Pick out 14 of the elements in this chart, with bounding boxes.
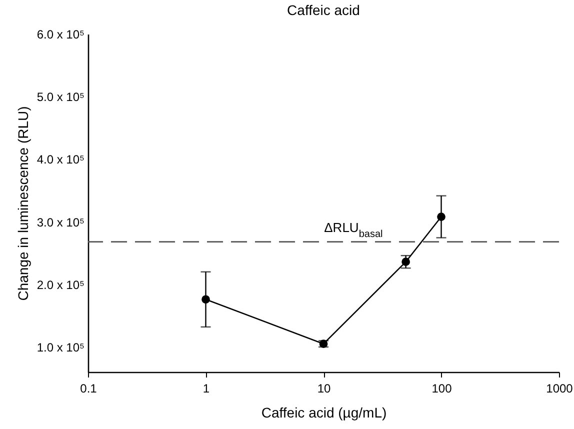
y-tick-label: 6.0 x 10⁵ bbox=[36, 28, 85, 42]
y-tick-label: 1.0 x 10⁵ bbox=[36, 340, 85, 354]
y-tick-label: 4.0 x 10⁵ bbox=[36, 152, 85, 167]
x-tick-label: 1 bbox=[202, 382, 210, 396]
chart-title: Caffeic acid bbox=[287, 2, 360, 18]
y-tick-label: 5.0 x 10⁵ bbox=[36, 90, 85, 104]
y-tick-label: 2.0 x 10⁵ bbox=[36, 278, 85, 292]
x-tick-label: 100 bbox=[432, 382, 452, 396]
x-tick-label: 0.1 bbox=[80, 382, 98, 396]
x-tick-label: 1000 bbox=[546, 382, 574, 396]
y-axis-title: Change in luminescence (RLU) bbox=[14, 106, 31, 301]
x-axis-title: Caffeic acid (µg/mL) bbox=[261, 404, 387, 420]
y-tick-label: 3.0 x 10⁵ bbox=[36, 215, 85, 230]
x-tick-label: 10 bbox=[317, 382, 331, 396]
